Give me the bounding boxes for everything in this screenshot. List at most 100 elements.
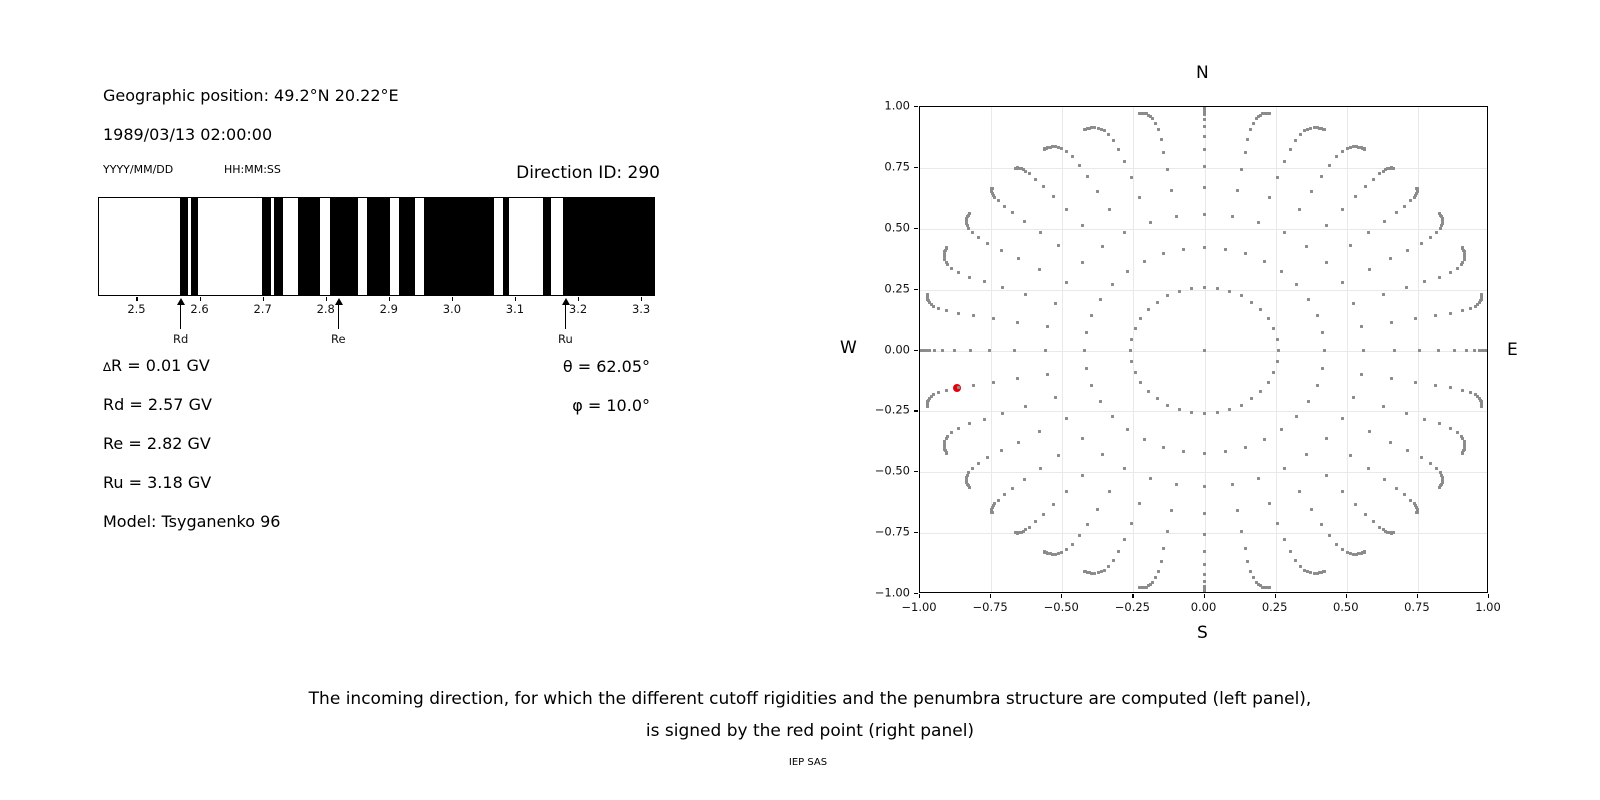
direction-dot xyxy=(1129,349,1133,352)
direction-dot xyxy=(1123,231,1127,235)
direction-dot xyxy=(1298,207,1302,211)
direction-dot xyxy=(1048,145,1052,149)
direction-dot xyxy=(1142,111,1146,115)
direction-dot xyxy=(1142,586,1146,590)
direction-dot xyxy=(1263,586,1267,590)
direction-dot xyxy=(943,248,947,252)
direction-dot xyxy=(1011,211,1015,215)
direction-dot xyxy=(1348,453,1352,457)
direction-dot xyxy=(1084,366,1088,370)
direction-dot xyxy=(1414,317,1418,321)
penumbra-axis-tick xyxy=(578,297,580,301)
direction-dot xyxy=(1024,528,1028,532)
direction-dot xyxy=(1230,483,1234,487)
y-axis-tick xyxy=(914,106,918,108)
direction-dot xyxy=(996,498,1000,502)
direction-dot xyxy=(1276,521,1280,525)
direction-dot xyxy=(1203,590,1206,592)
direction-dot xyxy=(1139,317,1143,321)
direction-id-text: Direction ID: 290 xyxy=(516,163,660,183)
direction-dot xyxy=(1215,286,1219,290)
direction-dot xyxy=(1038,230,1042,234)
direction-dot xyxy=(1440,224,1444,228)
direction-dot xyxy=(932,349,936,352)
direction-dot xyxy=(1081,436,1085,440)
direction-dot xyxy=(937,391,941,395)
direction-dot xyxy=(1223,247,1227,251)
direction-dot xyxy=(1053,395,1057,399)
direction-dot xyxy=(1479,293,1483,297)
direction-dot xyxy=(993,501,997,505)
direction-dot xyxy=(1065,150,1069,154)
direction-dot xyxy=(1258,113,1262,117)
direction-dot xyxy=(1159,138,1163,142)
direction-dot xyxy=(1437,486,1441,490)
grid-line xyxy=(920,472,1487,474)
direction-dot xyxy=(1305,244,1309,248)
direction-dot xyxy=(1382,477,1386,481)
cutoff-arrow xyxy=(564,303,567,329)
direction-dot xyxy=(1249,128,1253,132)
direction-dot xyxy=(1122,160,1126,164)
direction-dot xyxy=(1306,127,1310,131)
direction-dot xyxy=(1479,404,1483,408)
direction-dot xyxy=(1240,529,1244,533)
direction-dot xyxy=(1107,490,1111,494)
direction-dot xyxy=(1394,486,1398,490)
direction-dot xyxy=(1147,584,1151,588)
direction-dot xyxy=(920,349,922,352)
direction-dot xyxy=(1406,449,1410,453)
direction-dot xyxy=(1315,313,1319,317)
direction-dot xyxy=(1203,591,1206,592)
direction-dot xyxy=(944,260,948,264)
x-axis-tick xyxy=(1488,594,1490,598)
direction-dot xyxy=(1133,327,1137,331)
direction-dot xyxy=(1042,550,1046,554)
direction-dot xyxy=(926,398,930,402)
direction-dot xyxy=(1129,521,1133,525)
direction-dot xyxy=(1483,349,1487,352)
direction-dot xyxy=(1203,573,1206,577)
direction-dot xyxy=(1259,308,1263,312)
direction-dot xyxy=(1110,415,1114,419)
y-tick-label: 1.00 xyxy=(884,98,910,113)
penumbra-bar xyxy=(502,198,510,295)
direction-dot xyxy=(1473,393,1477,397)
direction-dot xyxy=(1440,221,1444,225)
direction-dot xyxy=(1477,396,1481,400)
direction-dot xyxy=(1476,395,1480,399)
penumbra-tick-label: 2.6 xyxy=(190,302,209,316)
direction-dot xyxy=(1100,453,1104,457)
direction-dot xyxy=(944,437,948,441)
direction-dot xyxy=(942,254,946,258)
direction-dot xyxy=(1414,193,1418,197)
direction-dot xyxy=(1463,252,1467,256)
compass-label-w: W xyxy=(840,338,857,358)
direction-dot xyxy=(1257,476,1261,480)
direction-dot xyxy=(1099,570,1103,574)
direction-dot xyxy=(945,388,949,392)
direction-dot xyxy=(1414,504,1418,508)
direction-dot xyxy=(1309,571,1313,575)
direction-dot xyxy=(1359,325,1363,329)
direction-dot xyxy=(1328,534,1332,538)
direction-dot xyxy=(1019,167,1023,171)
direction-dot xyxy=(1142,259,1146,263)
direction-dot xyxy=(1359,551,1363,555)
direction-dot xyxy=(946,263,950,267)
direction-dot xyxy=(1019,530,1023,534)
direction-dot xyxy=(1085,522,1089,526)
direction-dot xyxy=(1461,260,1465,264)
direction-dot xyxy=(1266,380,1270,384)
grid-line xyxy=(1275,107,1277,592)
direction-dot xyxy=(1263,438,1267,442)
direction-dot xyxy=(1318,571,1322,575)
direction-dot xyxy=(1367,230,1371,234)
direction-dot xyxy=(1462,447,1466,451)
direction-dot xyxy=(1334,155,1338,159)
direction-dot xyxy=(1203,592,1206,593)
direction-dot xyxy=(1390,320,1394,324)
direction-dot xyxy=(1084,331,1088,335)
direction-dot xyxy=(1215,411,1219,415)
theta-value: θ = 62.05° xyxy=(562,357,650,376)
